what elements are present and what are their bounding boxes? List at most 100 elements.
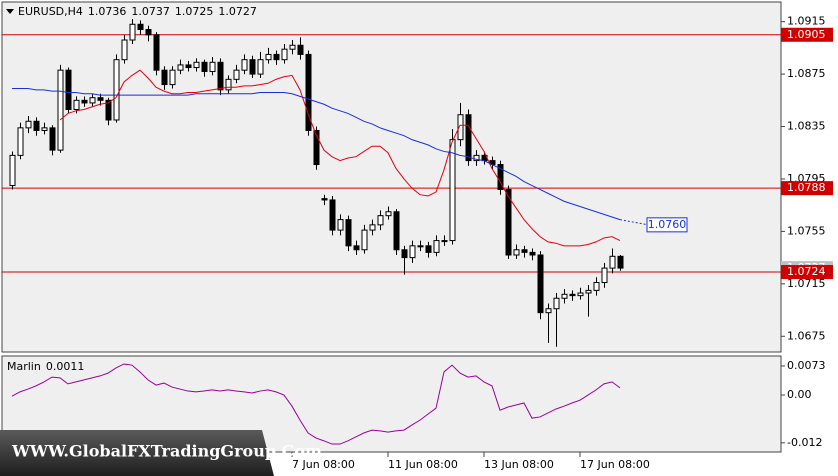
candle-body	[545, 308, 552, 314]
x-tick-label: 17 Jun 08:00	[580, 458, 650, 471]
chart-title: EURUSD,H4	[18, 5, 83, 18]
candle-body	[113, 59, 120, 121]
candle-body	[129, 23, 136, 41]
candle-body	[401, 249, 408, 259]
candle-body	[345, 219, 352, 247]
y-tick-label: 0.0073	[787, 359, 826, 372]
y-tick-label: 1.0835	[787, 120, 826, 133]
candle-body	[137, 23, 144, 31]
low-value: 1.0725	[175, 5, 214, 18]
candle-body	[169, 69, 176, 86]
indicator-header: Marlin 0.0011	[7, 360, 84, 373]
candle-body	[225, 78, 232, 91]
candle-body	[553, 297, 560, 310]
candle-body	[41, 127, 48, 131]
candle-body	[209, 61, 216, 72]
candle-body	[417, 245, 424, 248]
candle-body	[9, 154, 16, 187]
candle-body	[409, 245, 416, 259]
chart-header: EURUSD,H4 1.0736 1.0737 1.0725 1.0727	[18, 5, 257, 18]
candle-body	[321, 198, 328, 201]
candle-body	[121, 39, 128, 61]
level-label-box	[781, 27, 833, 42]
level-label: 1.0905	[787, 28, 826, 41]
ma-label-box	[646, 217, 688, 233]
candle-body	[361, 229, 368, 251]
candle-body	[81, 99, 88, 104]
candle-body	[313, 129, 320, 166]
candle-body	[377, 215, 384, 226]
candle-body	[305, 53, 312, 131]
candle-body	[73, 99, 80, 110]
candle-body	[297, 44, 304, 55]
indicator-line	[11, 363, 621, 445]
candle-body	[201, 61, 208, 72]
candle-body	[49, 127, 56, 151]
y-tick-label: 0.00	[787, 388, 812, 401]
menu-triangle	[6, 9, 14, 14]
candle-body	[145, 29, 152, 36]
x-tick-label: 11 Jun 08:00	[388, 458, 458, 471]
indicator-line	[12, 88, 621, 221]
high-value: 1.0737	[131, 5, 170, 18]
candle-body	[433, 240, 440, 253]
ma-label: 1.0760	[648, 218, 687, 231]
candle-body	[497, 164, 504, 190]
candle-body	[241, 59, 248, 71]
candle-body	[609, 255, 616, 269]
level-label-box	[781, 181, 833, 196]
plot-layer: 1.09151.08751.08351.07951.07551.07151.06…	[2, 15, 833, 471]
candle-body	[89, 97, 96, 104]
candle-body	[233, 69, 240, 80]
candle-body	[505, 188, 512, 256]
candle-body	[257, 59, 264, 75]
candle-body	[449, 139, 456, 242]
candle-body	[393, 211, 400, 251]
x-tick-label: 7 Jun 08:00	[292, 458, 355, 471]
x-tick-label: 13 Jun 08:00	[484, 458, 554, 471]
candle-body	[617, 255, 624, 269]
y-tick-label: 1.0875	[787, 67, 826, 80]
candle-body	[185, 64, 192, 69]
open-value: 1.0736	[88, 5, 127, 18]
candle-body	[337, 219, 344, 231]
level-label: 1.0788	[787, 181, 826, 194]
candle-body	[217, 61, 224, 91]
candle-body	[17, 127, 24, 156]
level-label: 1.0724	[787, 265, 826, 278]
indicator-line	[59, 69, 621, 247]
candle-body	[193, 61, 200, 69]
candle-body	[329, 199, 336, 231]
y-tick-label: 1.0755	[787, 224, 826, 237]
candle-body	[177, 64, 184, 71]
candle-body	[593, 282, 600, 291]
watermark-box	[0, 430, 274, 476]
candle-body	[249, 59, 256, 75]
candle-body	[457, 114, 464, 141]
candle-body	[569, 293, 576, 297]
watermark: WWW.GlobalFXTradingGroup.Com	[11, 442, 322, 461]
candle-body	[369, 224, 376, 231]
candle-body	[473, 154, 480, 162]
candle-body	[425, 245, 432, 253]
y-tick-label: 1.0915	[787, 15, 826, 28]
indicator-value: 0.0011	[46, 360, 85, 373]
level-label-box	[781, 265, 833, 280]
candle-body	[537, 254, 544, 314]
candle-body	[577, 292, 584, 297]
close-value: 1.0727	[218, 5, 257, 18]
indicator-title: Marlin	[7, 360, 41, 373]
candle-body	[561, 293, 568, 299]
candle-body	[513, 249, 520, 256]
candle-body	[153, 34, 160, 71]
candle-body	[161, 69, 168, 86]
candle-body	[465, 114, 472, 162]
candle-body	[105, 99, 112, 121]
candle-body	[25, 120, 32, 129]
candle-body	[281, 48, 288, 61]
y-tick-label: -0.012	[787, 436, 822, 449]
candle-body	[265, 53, 272, 61]
y-tick-label: 1.0715	[787, 277, 826, 290]
ma-projection	[619, 219, 649, 226]
main-pane	[1, 1, 782, 353]
